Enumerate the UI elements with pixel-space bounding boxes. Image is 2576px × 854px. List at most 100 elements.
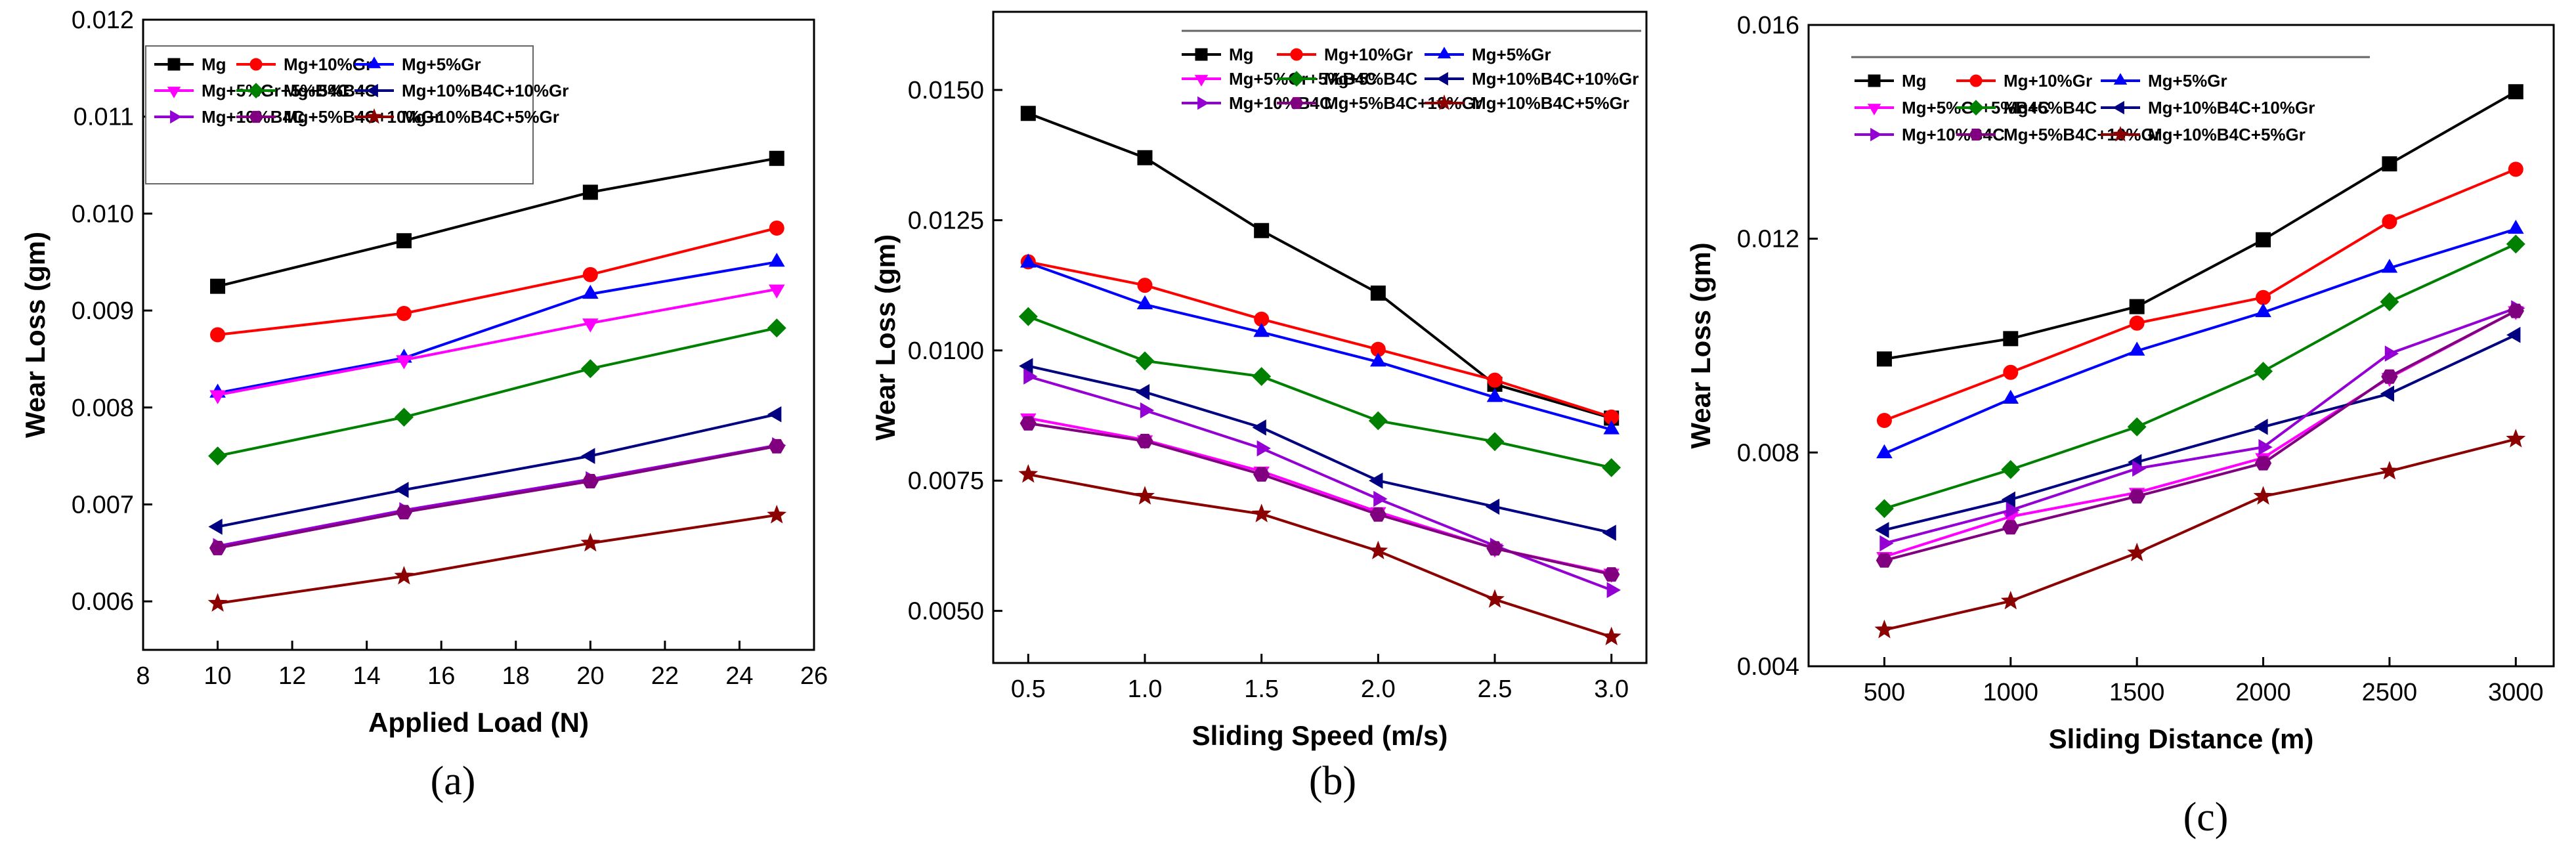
data-point xyxy=(1140,402,1155,419)
legend-label: Mg+5%Gr xyxy=(1472,45,1551,64)
data-point xyxy=(580,532,601,552)
series-mg-10pctb4c-5pctgr xyxy=(1874,429,2526,639)
series-mg-5pctb4c-10pctgr xyxy=(209,438,785,555)
data-point xyxy=(2127,417,2147,437)
data-point xyxy=(207,593,228,612)
legend-label: Mg+10%B4C+10%Gr xyxy=(2148,98,2315,117)
data-point xyxy=(1254,223,1270,238)
data-point xyxy=(1370,341,1386,357)
y-tick-label: 0.008 xyxy=(1737,439,1799,467)
y-axis-label: Wear Loss (gm) xyxy=(1685,242,1716,448)
data-point xyxy=(1602,458,1621,477)
x-tick-label: 26 xyxy=(800,662,828,690)
data-point xyxy=(2002,520,2019,535)
series-mg xyxy=(1020,106,1620,426)
data-point xyxy=(2508,84,2523,100)
legend-entry-mg-10pctb4c-5pctgr: Mg+10%B4C+5%Gr xyxy=(2101,125,2306,144)
legend-label: Mg+10%Gr xyxy=(2004,71,2092,91)
y-tick-label: 0.004 xyxy=(1737,653,1799,681)
legend-marker xyxy=(1436,72,1448,86)
legend-entry-mg-5pctb4c: Mg+5%B4C xyxy=(1956,98,2097,117)
data-point xyxy=(394,408,414,427)
data-point xyxy=(1135,351,1155,371)
data-point xyxy=(2003,364,2019,380)
data-point xyxy=(1485,432,1505,452)
data-point xyxy=(1253,467,1270,482)
x-tick-label: 1.5 xyxy=(1244,675,1279,703)
data-point xyxy=(2254,456,2272,471)
data-point xyxy=(767,504,787,524)
legend-label: Mg xyxy=(1902,71,1927,91)
x-tick-label: 14 xyxy=(353,662,381,690)
legend-marker xyxy=(1289,96,1304,110)
data-point xyxy=(2506,326,2521,343)
data-point xyxy=(1874,619,1895,639)
y-axis-label: Wear Loss (gm) xyxy=(870,234,901,440)
legend-label: Mg+10%B4C+5%Gr xyxy=(1472,93,1629,113)
series-mg-10pctgr xyxy=(1876,161,2523,428)
data-point xyxy=(582,474,599,488)
series-mg-10pctb4c xyxy=(1879,300,2525,552)
data-point xyxy=(1019,358,1033,374)
series-line xyxy=(1883,167,2517,422)
data-point xyxy=(1875,522,1889,538)
data-point xyxy=(1137,150,1153,165)
legend-marker xyxy=(1197,96,1209,110)
series-line xyxy=(217,326,777,458)
series-line xyxy=(1027,261,1612,431)
legend-entry-mg-5pctb4c: Mg+5%B4C xyxy=(1277,69,1418,89)
series-line xyxy=(1883,242,2517,510)
data-point xyxy=(396,355,412,370)
data-point xyxy=(1023,368,1038,385)
x-tick-label: 8 xyxy=(136,662,150,690)
data-point xyxy=(2258,438,2273,456)
data-point xyxy=(582,284,599,299)
data-point xyxy=(1876,351,1892,367)
data-point xyxy=(2128,341,2145,356)
data-point xyxy=(2381,259,2398,273)
data-point xyxy=(2256,232,2271,247)
x-tick-label: 2.5 xyxy=(1478,675,1513,703)
series-line xyxy=(1883,307,2516,545)
x-tick-label: 12 xyxy=(278,662,306,690)
x-axis-label: Sliding Speed (m/s) xyxy=(1192,720,1448,751)
legend-entry-mg: Mg xyxy=(154,54,226,74)
legend-box xyxy=(145,45,534,184)
legend-marker xyxy=(249,110,263,123)
panel-caption: (b) xyxy=(1309,759,1356,803)
legend-marker xyxy=(1195,48,1208,61)
legend-entry-mg-10pctb4c-10pctgr: Mg+10%B4C+10%Gr xyxy=(1425,69,1639,89)
data-point xyxy=(580,359,600,379)
x-tick-label: 22 xyxy=(651,662,679,690)
series-mg-5pctgr-5pctb4c xyxy=(209,284,785,404)
data-point xyxy=(1251,503,1272,523)
chart-panel-b: 0.0050 0.0075 0.0100 0.0125 0.0150 0.5 1.0 1.5 2… xyxy=(870,11,1648,803)
legend-label: Mg+10%Gr xyxy=(1324,45,1413,64)
series-mg xyxy=(1876,84,2523,367)
legend-marker xyxy=(1194,75,1209,87)
legend-entry-mg-5pctgr: Mg+5%Gr xyxy=(354,54,481,74)
data-point xyxy=(1018,307,1038,326)
data-point xyxy=(1373,490,1388,507)
y-tick-label: 0.0050 xyxy=(908,598,984,626)
data-point xyxy=(1136,295,1153,310)
y-tick-label: 0.016 xyxy=(1737,12,1799,39)
data-point xyxy=(1135,384,1150,400)
series-line xyxy=(1883,228,2516,455)
data-point xyxy=(1253,322,1270,337)
series-mg-5pctb4c xyxy=(208,318,786,466)
legend-marker xyxy=(1437,47,1451,58)
legend-marker xyxy=(1969,74,1983,87)
legend-entry-mg-5pctgr: Mg+5%Gr xyxy=(2101,71,2227,91)
data-point xyxy=(208,519,223,535)
legend-marker xyxy=(1290,48,1303,61)
legend-marker xyxy=(1868,74,1881,87)
data-point xyxy=(1254,311,1270,327)
x-tick-label: 3.0 xyxy=(1594,675,1629,703)
x-tick-label: 1000 xyxy=(1983,679,2039,706)
legend-marker xyxy=(170,110,182,124)
legend-label: Mg xyxy=(202,54,226,74)
x-tick-label: 1500 xyxy=(2109,679,2165,706)
data-point xyxy=(2381,369,2398,384)
